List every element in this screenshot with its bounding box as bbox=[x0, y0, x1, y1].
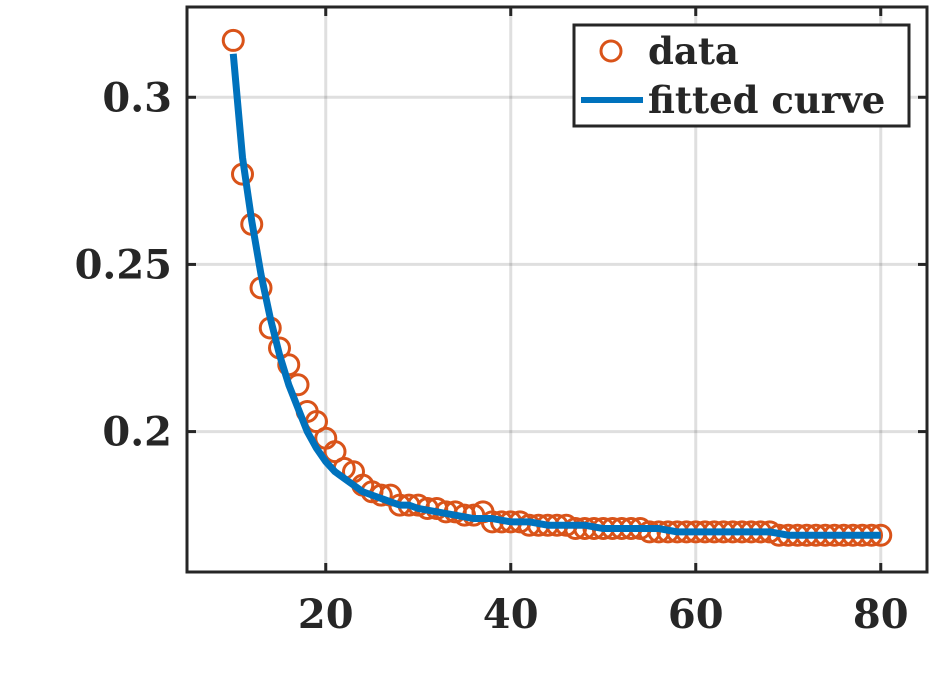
y-tick-label: 0.25 bbox=[75, 241, 172, 288]
legend-box bbox=[572, 23, 911, 128]
legend-marker-data bbox=[599, 39, 623, 63]
legend: data fitted curve bbox=[572, 23, 911, 128]
y-tick-label: 0.3 bbox=[102, 74, 172, 121]
x-tick-label: 40 bbox=[483, 591, 539, 638]
x-tick-label: 60 bbox=[668, 591, 724, 638]
y-tick-label: 0.2 bbox=[102, 409, 172, 456]
x-tick-label: 20 bbox=[298, 591, 354, 638]
legend-label-data: data bbox=[648, 29, 739, 73]
data-point bbox=[221, 28, 245, 52]
series-fitted-curve-line bbox=[229, 53, 881, 539]
axes-box bbox=[185, 5, 929, 574]
x-tick-label: 80 bbox=[853, 591, 909, 638]
legend-label-fitted-curve: fitted curve bbox=[648, 78, 885, 122]
ticks bbox=[187, 7, 927, 572]
series-layer bbox=[221, 28, 893, 547]
tick-labels: 20 40 60 80 0.2 0.25 0.3 bbox=[75, 74, 909, 638]
